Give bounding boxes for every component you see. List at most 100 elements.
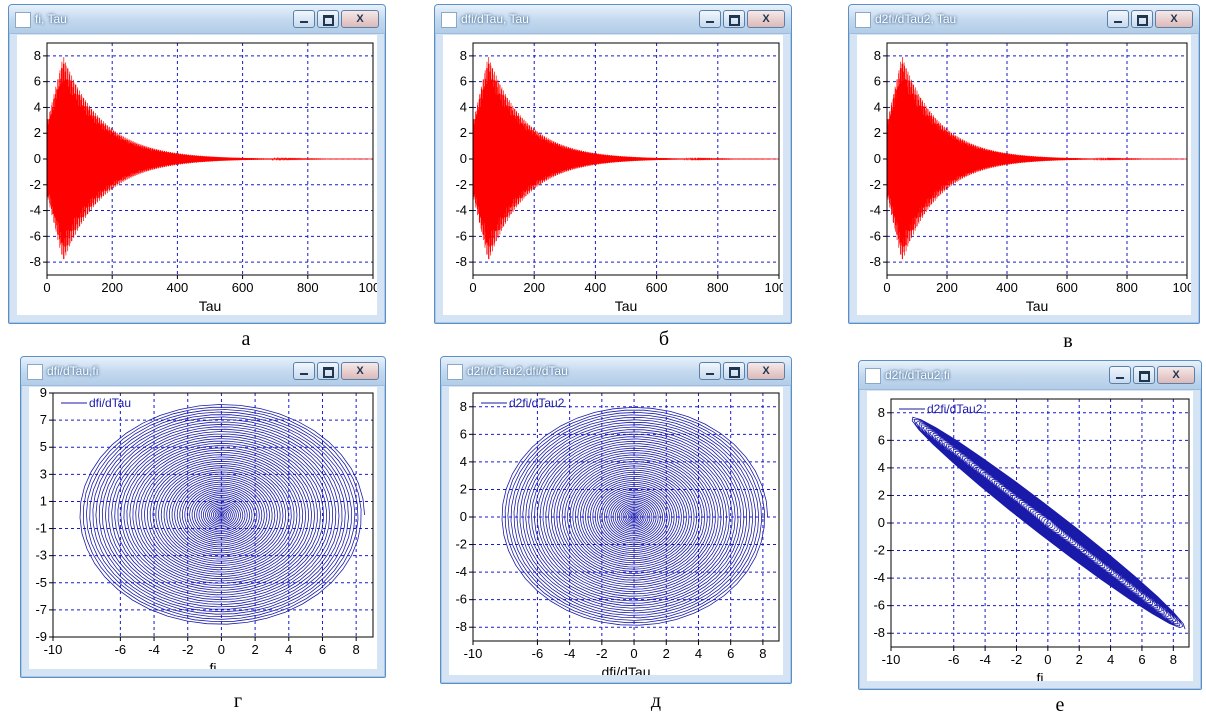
close-button[interactable]: X <box>747 10 785 28</box>
series-line <box>911 416 1186 630</box>
x-tick-label: 2 <box>1076 652 1083 667</box>
y-tick-label: -4 <box>455 203 467 218</box>
maximize-button[interactable] <box>1131 10 1153 28</box>
close-button[interactable]: X <box>341 362 379 380</box>
y-tick-label: 9 <box>40 387 47 400</box>
x-tick-label: -4 <box>564 646 576 661</box>
x-tick-label: 800 <box>707 280 729 295</box>
plot-area: 0 200 400 600 800 1000 -8 -6 -4 -2 0 2 4 6 8 Tau <box>857 35 1191 315</box>
app-icon <box>15 12 31 28</box>
y-tick-label: 3 <box>40 466 47 481</box>
y-tick-label: 8 <box>460 399 467 414</box>
y-tick-label: 6 <box>460 74 467 89</box>
x-axis-label: Tau <box>199 298 222 314</box>
maximize-button[interactable] <box>317 362 339 380</box>
y-tick-label: -4 <box>29 203 41 218</box>
y-tick-label: 0 <box>460 151 467 166</box>
x-tick-label: 6 <box>1138 652 1145 667</box>
y-tick-label: -6 <box>455 592 467 607</box>
minimize-button[interactable] <box>293 10 315 28</box>
panel-label-a: а <box>241 328 251 350</box>
x-axis-label: Tau <box>615 298 638 314</box>
y-tick-label: -6 <box>29 228 41 243</box>
window-titlebar[interactable]: d2fi/dTau2, Tau X <box>849 5 1199 34</box>
y-tick-label: 7 <box>40 412 47 427</box>
maximize-icon <box>729 15 740 26</box>
y-tick-label: -6 <box>455 228 467 243</box>
x-tick-label: 6 <box>319 642 326 657</box>
y-tick-label: -8 <box>869 254 881 269</box>
x-tick-label: 200 <box>523 280 545 295</box>
maximize-button[interactable] <box>723 10 745 28</box>
y-tick-label: 6 <box>460 426 467 441</box>
y-tick-label: -2 <box>29 177 41 192</box>
y-tick-label: -9 <box>35 629 47 644</box>
y-tick-label: 8 <box>460 48 467 63</box>
legend-label: dfi/dTau <box>89 396 131 410</box>
x-tick-label: -6 <box>115 642 127 657</box>
maximize-button[interactable] <box>1133 366 1155 384</box>
maximize-icon <box>323 15 334 26</box>
maximize-icon <box>1137 15 1148 26</box>
x-tick-label: 600 <box>1056 280 1078 295</box>
window-d2fi-fi: d2fi/dTau2;fi X d2fi/dTau2 -10 -6 -4 -2 0 2 4 6 8… <box>858 360 1202 690</box>
x-tick-label: 0 <box>1044 652 1051 667</box>
window-titlebar[interactable]: dfi/dTau,fi X <box>21 357 385 386</box>
plot-area: 0 200 400 600 800 1000 -8 -6 -4 -2 0 2 4 6 8 Tau <box>17 35 377 315</box>
panel-label-d: д <box>650 690 662 712</box>
minimize-button[interactable] <box>699 10 721 28</box>
y-tick-label: -2 <box>455 537 467 552</box>
x-tick-label: 400 <box>996 280 1018 295</box>
y-tick-label: 4 <box>34 99 41 114</box>
y-tick-label: -2 <box>873 543 885 558</box>
y-tick-label: 4 <box>874 99 881 114</box>
maximize-button[interactable] <box>723 362 745 380</box>
chart-svg: d2fi/dTau2 -10 -6 -4 -2 0 2 4 6 8 8 6 4 2 0 -2 -4 -6 -8 dfi… <box>455 392 780 675</box>
panel-label-v: в <box>1063 330 1073 352</box>
window-titlebar[interactable]: fi, Tau X <box>9 5 385 34</box>
x-axis-label: dfi/dTau <box>601 664 650 675</box>
minimize-button[interactable] <box>1107 10 1129 28</box>
y-tick-label: 2 <box>460 481 467 496</box>
window-d2fi-dfi: d2fi/dTau2,dfi/dTau X d2fi/dTau2 -10 -6 -4 -… <box>440 356 792 684</box>
x-tick-label: -2 <box>182 642 194 657</box>
window-titlebar[interactable]: dfi/dTau, Tau X <box>435 5 791 34</box>
app-icon <box>865 368 881 384</box>
minimize-button[interactable] <box>293 362 315 380</box>
window-titlebar[interactable]: d2fi/dTau2,dfi/dTau X <box>441 357 791 386</box>
maximize-icon <box>323 367 334 378</box>
app-icon <box>447 364 463 380</box>
maximize-button[interactable] <box>317 10 339 28</box>
window-title: d2fi/dTau2,dfi/dTau <box>467 364 568 378</box>
y-tick-label: -7 <box>35 602 47 617</box>
panel-label-b: б <box>658 328 670 350</box>
x-tick-label: 800 <box>297 280 319 295</box>
y-tick-label: 1 <box>40 493 47 508</box>
x-tick-label: 0 <box>469 280 476 295</box>
x-axis-label: fi <box>1037 670 1044 681</box>
close-button[interactable]: X <box>1157 366 1195 384</box>
window-titlebar[interactable]: d2fi/dTau2;fi X <box>859 361 1201 390</box>
x-tick-label: 0 <box>630 646 637 661</box>
x-tick-label: -6 <box>532 646 544 661</box>
x-tick-label: 0 <box>883 280 890 295</box>
y-tick-label: -1 <box>35 521 47 536</box>
minimize-button[interactable] <box>1109 366 1131 384</box>
close-button[interactable]: X <box>1155 10 1193 28</box>
y-tick-label: -6 <box>869 228 881 243</box>
window-title: dfi/dTau,fi <box>47 364 99 378</box>
x-tick-label: -10 <box>882 652 901 667</box>
x-tick-label: 200 <box>101 280 123 295</box>
close-button[interactable]: X <box>341 10 379 28</box>
minimize-button[interactable] <box>699 362 721 380</box>
close-button[interactable]: X <box>747 362 785 380</box>
y-tick-label: 6 <box>874 74 881 89</box>
x-tick-label: -2 <box>1011 652 1023 667</box>
x-tick-label: 200 <box>936 280 958 295</box>
legend-label: d2fi/dTau2 <box>927 402 983 416</box>
x-tick-label: 600 <box>646 280 668 295</box>
x-tick-label: 4 <box>695 646 702 661</box>
series-line <box>501 406 769 626</box>
plot-area: dfi/dTau -10 -6 -4 -2 0 2 4 6 8 9 7 5 3 1 -1 -3 -5 -7 -9 fi <box>29 387 377 669</box>
panel-label-g: г <box>233 690 243 712</box>
